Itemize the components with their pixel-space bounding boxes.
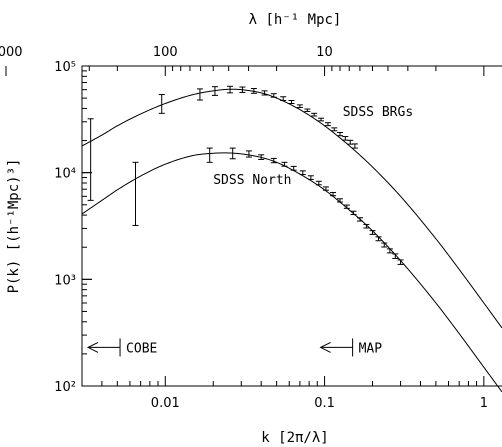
error-bar-point [239,86,246,93]
error-bar-point [315,180,322,186]
top-tick-label: 100 [153,45,178,60]
error-bar-point [290,165,297,171]
error-bar-point [337,131,344,137]
error-bar-point [351,143,358,149]
model-curve-1 [81,152,502,393]
error-bar-point [311,112,318,117]
error-bar-point [258,154,265,160]
error-bar-point [211,86,218,96]
error-bar-point [158,94,165,114]
error-bar-point [331,127,338,132]
error-bar-point [397,259,404,265]
error-bar-point [392,253,399,259]
top-tick-label: 10 [316,45,333,60]
error-bar-point [304,108,311,112]
model-curve-0 [81,88,502,329]
error-bar-point [281,161,288,167]
y-tick-label: 10² [54,380,76,395]
x-tick-label: 0.1 [314,396,335,411]
annotation-label: MAP [359,341,383,356]
error-bar-point [299,170,306,176]
error-bar-point [132,161,139,226]
error-bar-point [245,150,252,158]
error-bar-point [369,230,376,235]
error-bar-point [375,236,382,242]
series-label: SDSS BRGs [343,105,413,120]
error-bar-point [357,217,364,222]
model-curves [81,88,502,393]
error-bar-point [381,242,388,248]
x-tick-label: 1 [480,396,488,411]
error-bar-point [363,223,370,229]
axis-ticks [5,65,485,387]
error-bar-point [318,117,325,122]
error-bar-point [307,175,314,180]
error-bar-point [229,147,236,160]
chart-labels: k [2π/λ] λ [h⁻¹ Mpc] P(k) [(h⁻¹Mpc)³] 0.… [0,12,488,446]
error-bar-point [270,93,277,98]
arrow-head [86,341,99,353]
annotation-map: MAP [319,338,383,357]
y-tick-label: 10⁴ [54,167,76,182]
arrow-head [319,341,331,353]
error-bar-point [322,186,329,191]
plot-frame [81,65,502,387]
error-bar-point [342,136,349,141]
x-tick-label: 0.01 [151,396,180,411]
error-bar-point [196,88,203,101]
error-bar-point [87,118,94,201]
y-tick-label: 10⁵ [54,60,76,75]
error-bar-point [330,191,337,197]
error-bar-point [250,88,257,94]
annotation-label: COBE [126,341,157,356]
data-points [87,85,404,265]
top-axis-title: λ [h⁻¹ Mpc] [249,12,342,28]
error-bar-point [337,198,344,203]
series-label: SDSS North [213,173,291,188]
error-bar-point [296,104,303,109]
error-bar-point [343,204,350,209]
error-bar-point [350,210,357,216]
y-axis-title: P(k) [(h⁻¹Mpc)³] [6,159,22,294]
error-bar-point [386,248,393,254]
x-axis-title: k [2π/λ] [261,430,328,446]
error-bar-point [324,122,331,127]
error-bar-point [227,85,234,94]
y-tick-label: 10³ [54,273,76,288]
error-bar-point [270,157,277,164]
error-bar-point [288,99,295,105]
annotation-cobe: COBE [86,338,157,357]
top-tick-label: 1000 [0,45,23,60]
plot-border [81,65,502,387]
error-bar-point [280,96,287,101]
error-bar-point [261,90,268,96]
error-bar-point [206,147,213,163]
